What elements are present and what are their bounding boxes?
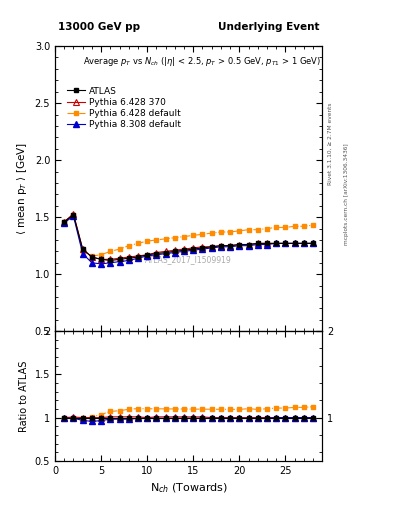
X-axis label: N$_{ch}$ (Towards): N$_{ch}$ (Towards) bbox=[149, 481, 228, 495]
Y-axis label: ⟨ mean p$_{T}$ ⟩ [GeV]: ⟨ mean p$_{T}$ ⟩ [GeV] bbox=[15, 142, 29, 235]
Text: Average $p_T$ vs $N_{ch}$ ($|\eta|$ < 2.5, $p_T$ > 0.5 GeV, $p_{T1}$ > 1 GeV): Average $p_T$ vs $N_{ch}$ ($|\eta|$ < 2.… bbox=[83, 55, 321, 68]
Legend: ATLAS, Pythia 6.428 370, Pythia 6.428 default, Pythia 8.308 default: ATLAS, Pythia 6.428 370, Pythia 6.428 de… bbox=[65, 85, 183, 131]
Text: Rivet 3.1.10, ≥ 2.7M events: Rivet 3.1.10, ≥ 2.7M events bbox=[328, 102, 333, 185]
Y-axis label: Ratio to ATLAS: Ratio to ATLAS bbox=[19, 360, 29, 432]
Text: Underlying Event: Underlying Event bbox=[218, 22, 320, 32]
Text: ATLAS_2017_I1509919: ATLAS_2017_I1509919 bbox=[145, 255, 232, 264]
Text: mcplots.cern.ch [arXiv:1306.3436]: mcplots.cern.ch [arXiv:1306.3436] bbox=[344, 144, 349, 245]
Text: 13000 GeV pp: 13000 GeV pp bbox=[58, 22, 140, 32]
